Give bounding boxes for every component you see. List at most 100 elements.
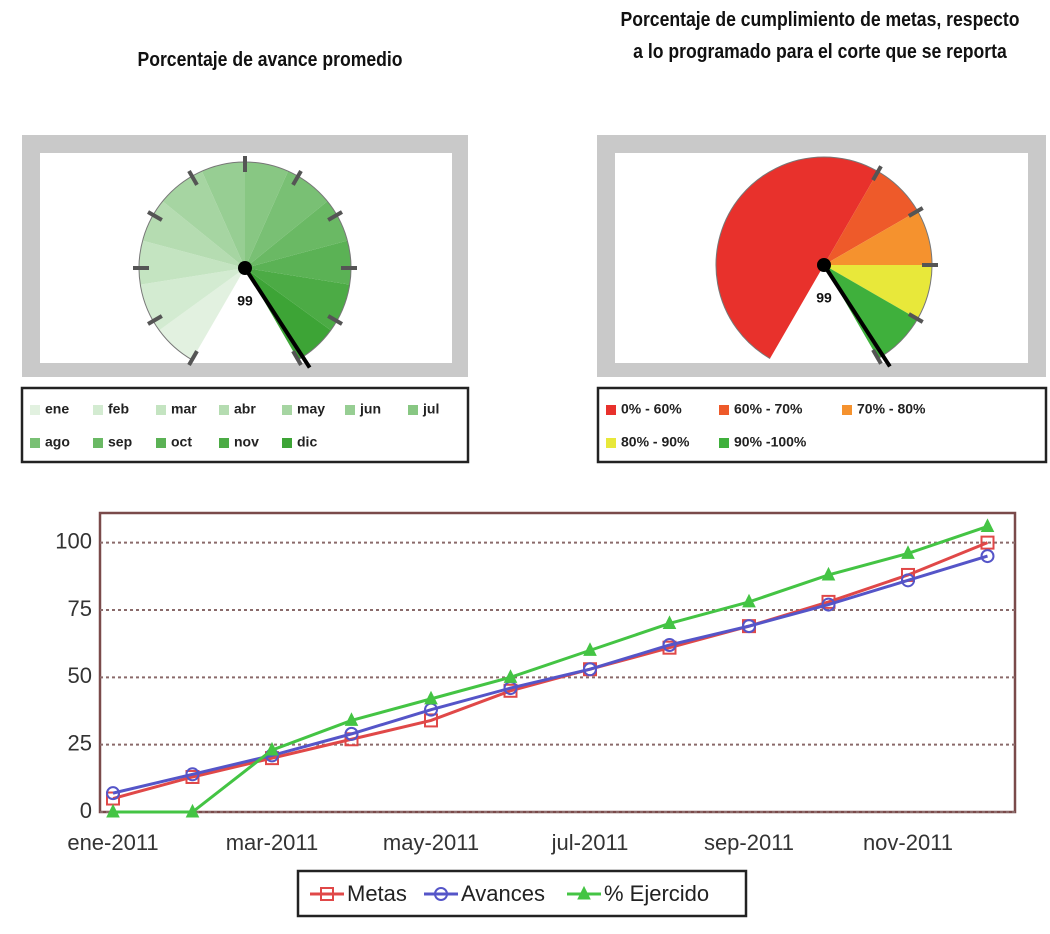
- marker: [901, 545, 915, 559]
- legend-label: may: [297, 401, 325, 417]
- chart-title: Porcentaje de avance promedio: [137, 49, 403, 71]
- gauge-band: [716, 156, 878, 359]
- legend-swatch: [93, 405, 103, 415]
- marker: [583, 662, 597, 677]
- legend-label: 80% - 90%: [621, 434, 690, 450]
- legend-label: mar: [171, 401, 197, 417]
- x-tick-label: may-2011: [383, 830, 479, 855]
- legend-label: feb: [108, 401, 129, 417]
- gauge-band: [245, 240, 351, 285]
- legend-swatch: [606, 438, 616, 448]
- marker: [821, 597, 836, 612]
- marker: [185, 803, 200, 818]
- legend-label: dic: [297, 434, 317, 450]
- gauge-needle: [822, 263, 892, 368]
- gauge-band: [245, 162, 289, 268]
- marker: [424, 690, 438, 705]
- legend-swatch: [93, 438, 103, 448]
- gauge-band: [201, 162, 245, 268]
- legend-box: [296, 869, 748, 918]
- legend-label: abr: [234, 401, 256, 417]
- marker: [434, 887, 448, 901]
- marker: [577, 885, 591, 900]
- legend-box: [20, 386, 470, 464]
- gauge-band: [245, 268, 350, 331]
- legend-swatch: [282, 405, 292, 415]
- legend-label: Metas: [347, 881, 407, 906]
- gauge-band: [162, 171, 245, 268]
- legend-swatch: [719, 438, 729, 448]
- marker: [980, 518, 995, 532]
- marker: [821, 566, 836, 581]
- marker: [320, 887, 334, 901]
- gauge-band: [824, 265, 918, 359]
- legend-swatch: [30, 405, 40, 415]
- y-tick-label: 75: [68, 596, 92, 621]
- legend-label: ago: [45, 434, 70, 450]
- marker: [662, 615, 677, 629]
- marker: [344, 712, 359, 726]
- legend-swatch: [719, 405, 729, 415]
- gauge-needle: [243, 266, 312, 369]
- gauge-band: [824, 265, 933, 319]
- marker: [106, 803, 120, 818]
- legend-swatch: [156, 438, 166, 448]
- legend-label: 90% -100%: [734, 434, 807, 450]
- legend-label: jul: [422, 401, 439, 417]
- legend-box: [596, 386, 1048, 464]
- legend-swatch: [30, 438, 40, 448]
- gauge-tick: [147, 314, 163, 326]
- gauge-outline: [715, 156, 933, 359]
- gauge-band: [245, 201, 348, 268]
- chart-title: Porcentaje de cumplimiento de metas, res…: [620, 9, 1020, 63]
- series-line: [113, 525, 988, 814]
- legend-label: nov: [234, 434, 259, 450]
- y-tick-label: 50: [68, 663, 92, 688]
- gauge-tick: [907, 206, 924, 218]
- legend-label: sep: [108, 434, 132, 450]
- legend-label: 70% - 80%: [857, 401, 926, 417]
- gauge-tick: [871, 165, 883, 182]
- marker: [662, 637, 677, 652]
- gauge-band: [140, 268, 245, 331]
- legend-label: 0% - 60%: [621, 401, 682, 417]
- marker: [424, 713, 438, 728]
- legend-swatch: [219, 438, 229, 448]
- marker: [583, 642, 597, 656]
- marker: [265, 741, 279, 756]
- gauge-tick: [291, 350, 303, 366]
- marker: [503, 669, 518, 683]
- y-tick-label: 0: [80, 798, 92, 823]
- legend-label: 60% - 70%: [734, 401, 803, 417]
- gauge-tick: [187, 350, 199, 366]
- legend-swatch: [219, 405, 229, 415]
- marker: [742, 593, 756, 608]
- legend-swatch: [345, 405, 355, 415]
- x-tick-label: sep-2011: [704, 830, 794, 855]
- gauge-tick: [871, 348, 883, 365]
- gauge-value: 99: [237, 293, 253, 309]
- gauge-band: [139, 240, 245, 285]
- marker: [901, 573, 915, 588]
- legend-label: % Ejercido: [604, 881, 709, 906]
- gauge-tick: [291, 170, 303, 186]
- marker: [185, 767, 200, 782]
- gauge-band: [159, 268, 245, 360]
- gauge-tick: [187, 170, 199, 186]
- legend-swatch: [842, 405, 852, 415]
- gauge-hub: [817, 258, 831, 272]
- gauge-tick: [147, 210, 163, 222]
- legend-swatch: [282, 438, 292, 448]
- y-tick-label: 25: [68, 730, 92, 755]
- gauge-band: [245, 268, 331, 360]
- marker: [742, 619, 756, 634]
- gauge-band: [824, 211, 932, 265]
- legend-swatch: [408, 405, 418, 415]
- legend-swatch: [156, 405, 166, 415]
- marker: [980, 549, 995, 564]
- gauge-tick: [907, 312, 924, 324]
- marker: [980, 535, 995, 550]
- legend-label: Avances: [461, 881, 545, 906]
